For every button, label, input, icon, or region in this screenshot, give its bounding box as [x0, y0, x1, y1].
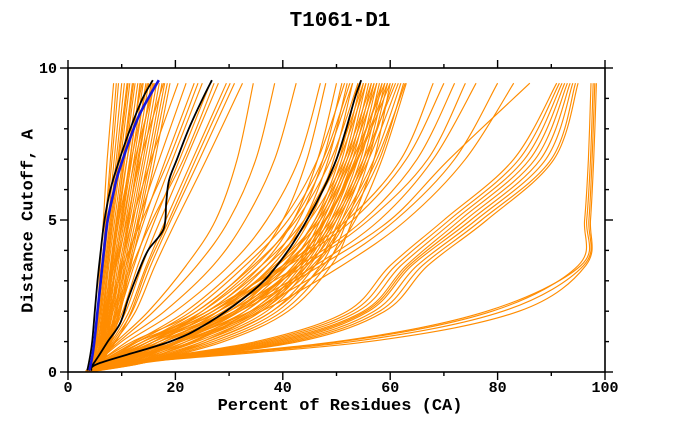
reference-curve: [88, 79, 213, 372]
x-tick-label: 80: [489, 380, 507, 397]
model-curve: [90, 82, 397, 372]
model-curve: [85, 82, 499, 372]
x-tick-label: 100: [591, 380, 618, 397]
model-curve: [91, 83, 276, 372]
model-curve: [89, 82, 434, 372]
model-curve: [86, 83, 346, 372]
x-axis-label: Percent of Residues (CA): [217, 397, 463, 416]
x-tick-label: 0: [63, 380, 72, 397]
model-curve: [89, 83, 297, 372]
y-tick-label: 5: [48, 213, 57, 230]
model-curve: [87, 82, 515, 372]
y-tick-label: 10: [39, 61, 57, 78]
model-curve: [88, 83, 592, 372]
model-curve: [92, 82, 477, 372]
model-curve: [92, 83, 254, 372]
model-curve: [85, 83, 179, 372]
reference-curve: [90, 79, 363, 372]
x-tick-label: 20: [166, 380, 184, 397]
model-curve: [87, 83, 597, 372]
x-tick-label: 60: [381, 380, 399, 397]
chart-title: T1061-D1: [289, 10, 391, 33]
y-tick-label: 0: [48, 365, 57, 382]
highlight-curve: [88, 79, 160, 371]
x-tick-label: 40: [274, 380, 292, 397]
model-curve: [88, 83, 321, 372]
reference-curve: [86, 79, 154, 371]
model-curve: [91, 82, 466, 372]
model-curve: [88, 82, 531, 372]
